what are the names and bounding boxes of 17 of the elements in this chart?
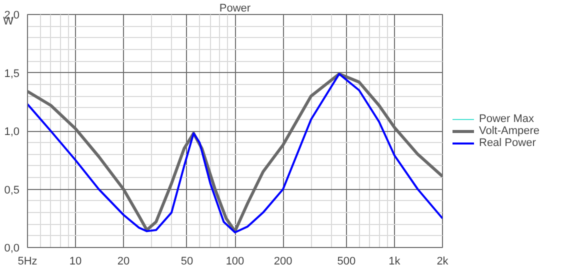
legend-label: Volt-Ampere — [479, 124, 540, 136]
x-tick-label: 10 — [69, 256, 82, 268]
x-tick-label: 100 — [226, 256, 244, 268]
legend-label: Power Max — [479, 112, 534, 124]
x-tick-label: 20 — [117, 256, 130, 268]
legend-label: Real Power — [479, 136, 536, 148]
x-tick-label: 50 — [180, 256, 194, 268]
y-tick-label: 1,0 — [4, 126, 20, 138]
y-tick-label: 0,5 — [4, 184, 20, 196]
x-tick-label: 500 — [337, 256, 356, 268]
x-tick-label: 2k — [436, 256, 449, 268]
x-tick-label: 1k — [388, 256, 401, 268]
x-tick-label: 5Hz — [18, 256, 38, 268]
y-tick-label: 0,0 — [4, 242, 20, 254]
chart-title: Power — [219, 2, 251, 14]
x-tick-label: 200 — [274, 256, 292, 268]
y-tick-label: 1,5 — [4, 68, 20, 80]
